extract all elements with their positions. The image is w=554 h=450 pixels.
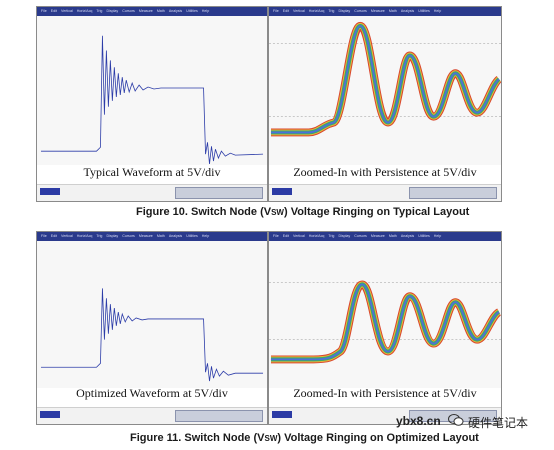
menu-item[interactable]: Analysis <box>400 234 415 238</box>
scope-screen <box>269 16 501 165</box>
persistence-band-core <box>270 283 500 361</box>
menu-item[interactable]: Measure <box>138 9 153 13</box>
wechat-icon <box>448 413 464 427</box>
zoomed-persistence-plot <box>269 21 501 137</box>
scope-zoomed-persistence-fig11: File Edit Vertical Horiz/Acq Trig Display Curs… <box>268 231 502 425</box>
menu-item[interactable]: Vertical <box>61 234 73 238</box>
menu-item[interactable]: File <box>41 234 47 238</box>
menu-item[interactable]: Edit <box>282 234 289 238</box>
waveform-trace <box>40 35 264 165</box>
menu-item[interactable]: Measure <box>370 9 385 13</box>
zoomed-caption: Zoomed-In with Persistence at 5V/div <box>293 165 477 179</box>
menu-item[interactable]: Horiz/Acq <box>308 9 325 13</box>
menu-item[interactable]: File <box>41 9 47 13</box>
typical-waveform-plot <box>40 35 264 165</box>
menu-item[interactable]: Cursors <box>354 234 367 238</box>
menu-item[interactable]: Vertical <box>293 234 305 238</box>
channel-indicator[interactable] <box>40 411 60 418</box>
measurement-readout <box>409 187 497 199</box>
scope-statusbar <box>269 407 501 424</box>
menu-item[interactable]: Cursors <box>122 234 135 238</box>
menu-item[interactable]: Display <box>338 9 351 13</box>
menu-item[interactable]: Trig <box>328 234 335 238</box>
menu-item[interactable]: Cursors <box>354 9 367 13</box>
menu-item[interactable]: Trig <box>96 9 103 13</box>
persistence-band-core <box>270 24 500 134</box>
menu-item[interactable]: Math <box>156 234 165 238</box>
menu-item[interactable]: Display <box>338 234 351 238</box>
menu-item[interactable]: Measure <box>370 234 385 238</box>
menu-item[interactable]: Edit <box>50 234 57 238</box>
figure11-title: Figure 11. Switch Node (VSW) Voltage Rin… <box>130 432 479 444</box>
zoomed-persistence-plot <box>269 280 501 364</box>
menu-item[interactable]: Utilities <box>418 234 430 238</box>
scope-statusbar <box>269 184 501 201</box>
persistence-band-inner <box>270 282 501 362</box>
menu-item[interactable]: Edit <box>50 9 57 13</box>
channel-indicator[interactable] <box>272 188 292 195</box>
scope-typical-waveform-fig10: File Edit Vertical Horiz/Acq Trig Display Curs… <box>36 6 268 202</box>
menu-item[interactable]: Utilities <box>186 9 198 13</box>
measurement-readout <box>175 187 263 199</box>
scope-statusbar <box>37 184 267 201</box>
menu-item[interactable]: Measure <box>138 234 153 238</box>
menu-item[interactable]: Utilities <box>186 234 198 238</box>
menu-item[interactable]: Display <box>106 234 119 238</box>
menu-item[interactable]: Math <box>156 9 165 13</box>
menu-item[interactable]: Edit <box>282 9 289 13</box>
menu-item[interactable]: Vertical <box>293 9 305 13</box>
menu-item[interactable]: Help <box>201 9 210 13</box>
scope-screen <box>269 241 501 388</box>
menu-item[interactable]: Analysis <box>168 9 183 13</box>
menu-item[interactable]: Help <box>433 9 442 13</box>
menu-item[interactable]: Horiz/Acq <box>76 234 93 238</box>
scope-menubar: File Edit Vertical Horiz/Acq Trig Display Curs… <box>269 232 501 241</box>
scope-zoomed-persistence-fig10: File Edit Vertical Horiz/Acq Trig Display Curs… <box>268 6 502 202</box>
optimized-waveform-plot <box>40 288 264 382</box>
channel-indicator[interactable] <box>40 188 60 195</box>
scope-statusbar <box>37 407 267 424</box>
scope-screen <box>37 241 267 388</box>
menu-item[interactable]: Math <box>388 9 397 13</box>
scope-optimized-waveform-fig11: File Edit Vertical Horiz/Acq Trig Display Curs… <box>36 231 268 425</box>
watermark-site: ybx8.cn <box>396 414 441 428</box>
scope-menubar: File Edit Vertical Horiz/Acq Trig Display Curs… <box>269 7 501 16</box>
menu-item[interactable]: Analysis <box>168 234 183 238</box>
menu-item[interactable]: File <box>273 9 279 13</box>
zoomed-caption: Zoomed-In with Persistence at 5V/div <box>293 386 477 400</box>
waveform-trace <box>40 288 264 382</box>
waveform-caption: Optimized Waveform at 5V/div <box>76 386 228 400</box>
menu-item[interactable]: Analysis <box>400 9 415 13</box>
menu-item[interactable]: Help <box>433 234 442 238</box>
menu-item[interactable]: Display <box>106 9 119 13</box>
menu-item[interactable]: File <box>273 234 279 238</box>
menu-item[interactable]: Math <box>388 234 397 238</box>
menu-item[interactable]: Cursors <box>122 9 135 13</box>
waveform-caption: Typical Waveform at 5V/div <box>83 165 221 179</box>
measurement-readout <box>409 410 497 422</box>
scope-menubar: File Edit Vertical Horiz/Acq Trig Display Curs… <box>37 7 267 16</box>
menu-item[interactable]: Help <box>201 234 210 238</box>
menu-item[interactable]: Utilities <box>418 9 430 13</box>
menu-item[interactable]: Trig <box>328 9 335 13</box>
measurement-readout <box>175 410 263 422</box>
menu-item[interactable]: Horiz/Acq <box>76 9 93 13</box>
menu-item[interactable]: Trig <box>96 234 103 238</box>
menu-item[interactable]: Vertical <box>61 9 73 13</box>
menu-item[interactable]: Horiz/Acq <box>308 234 325 238</box>
watermark-label: 硬件笔记本 <box>468 416 529 430</box>
scope-screen <box>37 16 267 165</box>
figure10-title: Figure 10. Switch Node (VSW) Voltage Rin… <box>136 206 470 218</box>
channel-indicator[interactable] <box>272 411 292 418</box>
scope-menubar: File Edit Vertical Horiz/Acq Trig Display Curs… <box>37 232 267 241</box>
